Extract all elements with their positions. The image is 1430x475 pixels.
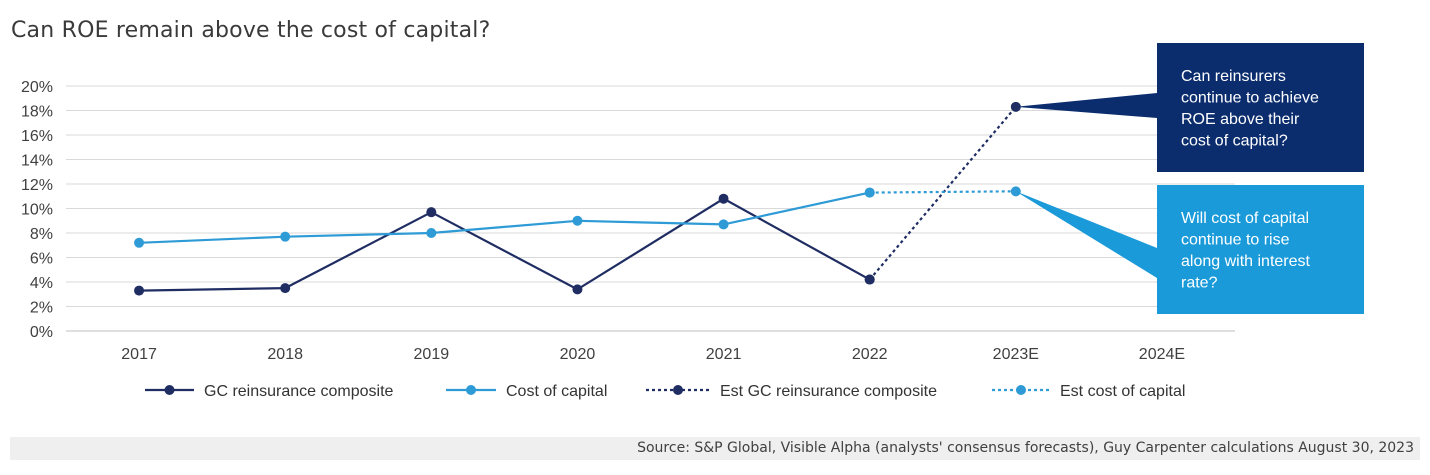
x-tick-label: 2021 bbox=[706, 346, 742, 363]
data-point bbox=[426, 207, 437, 218]
y-tick-label: 12% bbox=[21, 177, 53, 194]
y-tick-label: 14% bbox=[21, 153, 53, 170]
y-tick-label: 16% bbox=[21, 128, 53, 145]
source-note: Source: S&P Global, Visible Alpha (analy… bbox=[637, 440, 1414, 456]
legend-marker bbox=[164, 385, 175, 395]
page-title: Can ROE remain above the cost of capital… bbox=[11, 18, 491, 43]
callout-text: along with interest bbox=[1181, 253, 1311, 270]
roe-line-chart: 0%2%4%6%8%10%12%14%16%18%20% 2017 2018 201… bbox=[21, 43, 1364, 400]
data-point bbox=[280, 283, 291, 294]
callout-pointer bbox=[1015, 191, 1157, 278]
callout-text: continue to rise bbox=[1181, 232, 1290, 249]
legend-label: GC reinsurance composite bbox=[204, 383, 394, 400]
callout-text: ROE above their bbox=[1181, 111, 1300, 128]
x-tick-label: 2022 bbox=[852, 346, 888, 363]
y-tick-label: 10% bbox=[21, 202, 53, 219]
callout-text: Will cost of capital bbox=[1181, 210, 1309, 227]
x-tick-label: 2018 bbox=[267, 346, 303, 363]
series-line-3 bbox=[868, 106, 1017, 281]
data-point bbox=[718, 219, 729, 230]
x-tick-label: 2017 bbox=[121, 346, 157, 363]
x-tick-label: 2024E bbox=[1139, 346, 1185, 363]
y-tick-label: 6% bbox=[30, 251, 53, 268]
x-tick-label: 2023E bbox=[993, 346, 1039, 363]
y-tick-label: 2% bbox=[30, 300, 53, 317]
legend-label: Cost of capital bbox=[506, 383, 607, 400]
legend-marker bbox=[673, 385, 683, 395]
data-point bbox=[718, 193, 729, 204]
x-tick-label: 2020 bbox=[560, 346, 596, 363]
series-line-2 bbox=[139, 191, 870, 244]
legend-label: Est GC reinsurance composite bbox=[720, 383, 937, 400]
data-point bbox=[426, 228, 437, 238]
data-point bbox=[572, 215, 583, 226]
callout-text: Can reinsurers bbox=[1181, 68, 1286, 85]
y-tick-label: 20% bbox=[21, 79, 53, 96]
callout-text: rate? bbox=[1181, 275, 1218, 292]
legend-marker bbox=[466, 385, 476, 395]
data-point bbox=[134, 285, 145, 296]
data-point bbox=[864, 274, 875, 285]
callout-text: continue to achieve bbox=[1181, 90, 1319, 107]
data-point bbox=[134, 237, 145, 248]
series-lines bbox=[134, 101, 1021, 296]
legend: GC reinsurance composite Cost of capital E… bbox=[145, 383, 1185, 400]
x-axis-ticks: 2017 2018 2019 2020 2021 2022 2023E 2024E bbox=[121, 346, 1185, 363]
callout-text: cost of capital? bbox=[1181, 133, 1288, 150]
series-line-4 bbox=[869, 190, 1016, 194]
callouts: Can reinsurers continue to achieve ROE abo… bbox=[1015, 43, 1364, 314]
legend-marker bbox=[1016, 385, 1026, 395]
gridlines bbox=[66, 85, 1235, 332]
series-line-1 bbox=[139, 197, 871, 292]
y-tick-label: 4% bbox=[30, 275, 53, 292]
y-tick-label: 8% bbox=[30, 226, 53, 243]
data-point bbox=[572, 284, 583, 295]
y-tick-label: 18% bbox=[21, 104, 53, 121]
data-point bbox=[280, 231, 291, 242]
data-point bbox=[864, 187, 875, 198]
callout-pointer bbox=[1015, 93, 1157, 118]
y-axis-ticks: 0% 2% 4% 6% 8% 10% 12% 14% 16% 18% 20% bbox=[21, 79, 53, 341]
callout-box bbox=[1157, 185, 1364, 314]
x-tick-label: 2019 bbox=[414, 346, 450, 363]
legend-label: Est cost of capital bbox=[1060, 383, 1185, 400]
callout-box bbox=[1157, 43, 1364, 172]
y-tick-label: 0% bbox=[30, 324, 53, 341]
source-bar: Source: S&P Global, Visible Alpha (analy… bbox=[10, 437, 1420, 460]
